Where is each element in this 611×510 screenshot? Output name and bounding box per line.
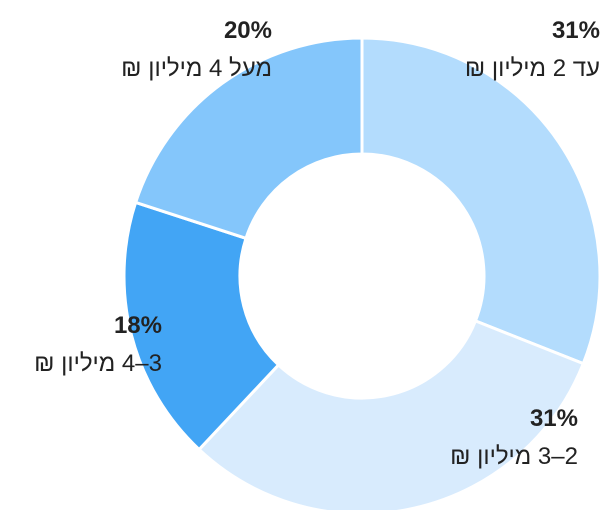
segment-label: 31% עד 2 מיליון ₪ — [380, 12, 600, 88]
value-label: 18% — [113, 312, 162, 339]
category-label: 2–3 מיליון ₪ — [450, 443, 578, 470]
category-label: 3–4 מיליון ₪ — [34, 350, 162, 377]
segment-label: 31% 2–3 מיליון ₪ — [358, 400, 578, 476]
donut-segment — [133, 36, 364, 241]
segment-label: 20% מעל 4 מיליון ₪ — [52, 12, 272, 88]
value-label: 20% — [223, 17, 272, 44]
value-label: 31% — [529, 405, 578, 432]
value-label: 31% — [551, 17, 600, 44]
donut-segment — [196, 318, 586, 510]
category-label: מעל 4 מיליון ₪ — [121, 55, 272, 82]
donut-segment — [122, 200, 281, 452]
category-label: עד 2 מיליון ₪ — [464, 55, 600, 82]
segment-label: 18% 3–4 מיליון ₪ — [0, 307, 162, 383]
donut-segment — [360, 36, 602, 366]
